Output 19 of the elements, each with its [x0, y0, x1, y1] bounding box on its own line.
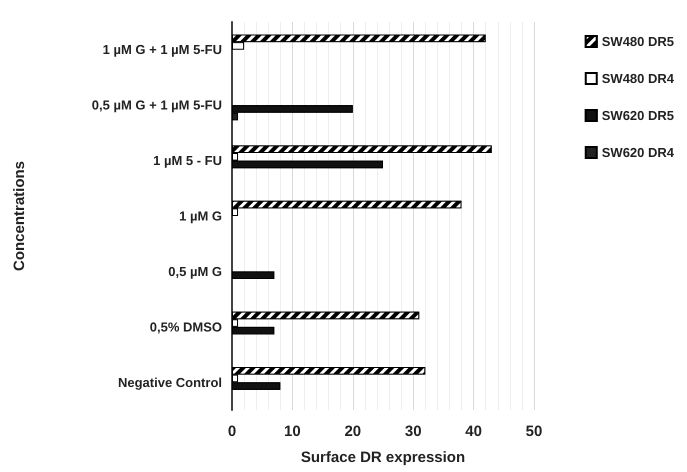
- legend-label: SW480 DR5: [602, 34, 674, 49]
- y-tick-label: 0,5 µM G + 1 µM 5-FU: [92, 98, 222, 113]
- x-tick-label: 0: [228, 423, 236, 440]
- x-tick-label: 20: [344, 423, 362, 440]
- x-tick-label: 50: [526, 423, 542, 440]
- legend-label: SW620 DR4: [602, 145, 675, 160]
- y-tick-label: 0,5 µM G: [168, 264, 222, 279]
- y-axis-title: Concentrations: [11, 160, 28, 272]
- y-tick-label: 1 µM 5 - FU: [153, 153, 222, 168]
- y-tick-label: Negative Control: [118, 374, 222, 390]
- legend-label: SW620 DR5: [602, 108, 674, 123]
- legend-label: SW480 DR4: [602, 71, 675, 86]
- x-axis-title: Surface DR expression: [300, 449, 466, 466]
- y-tick-label: 0,5% DMSO: [150, 319, 222, 334]
- x-tick-label: 10: [284, 423, 301, 440]
- y-tick-label: 1 µM G: [179, 208, 222, 224]
- x-tick-label: 40: [465, 423, 482, 440]
- x-tick-label: 30: [404, 423, 422, 440]
- y-tick-label: 1 µM G + 1 µM 5-FU: [102, 42, 222, 58]
